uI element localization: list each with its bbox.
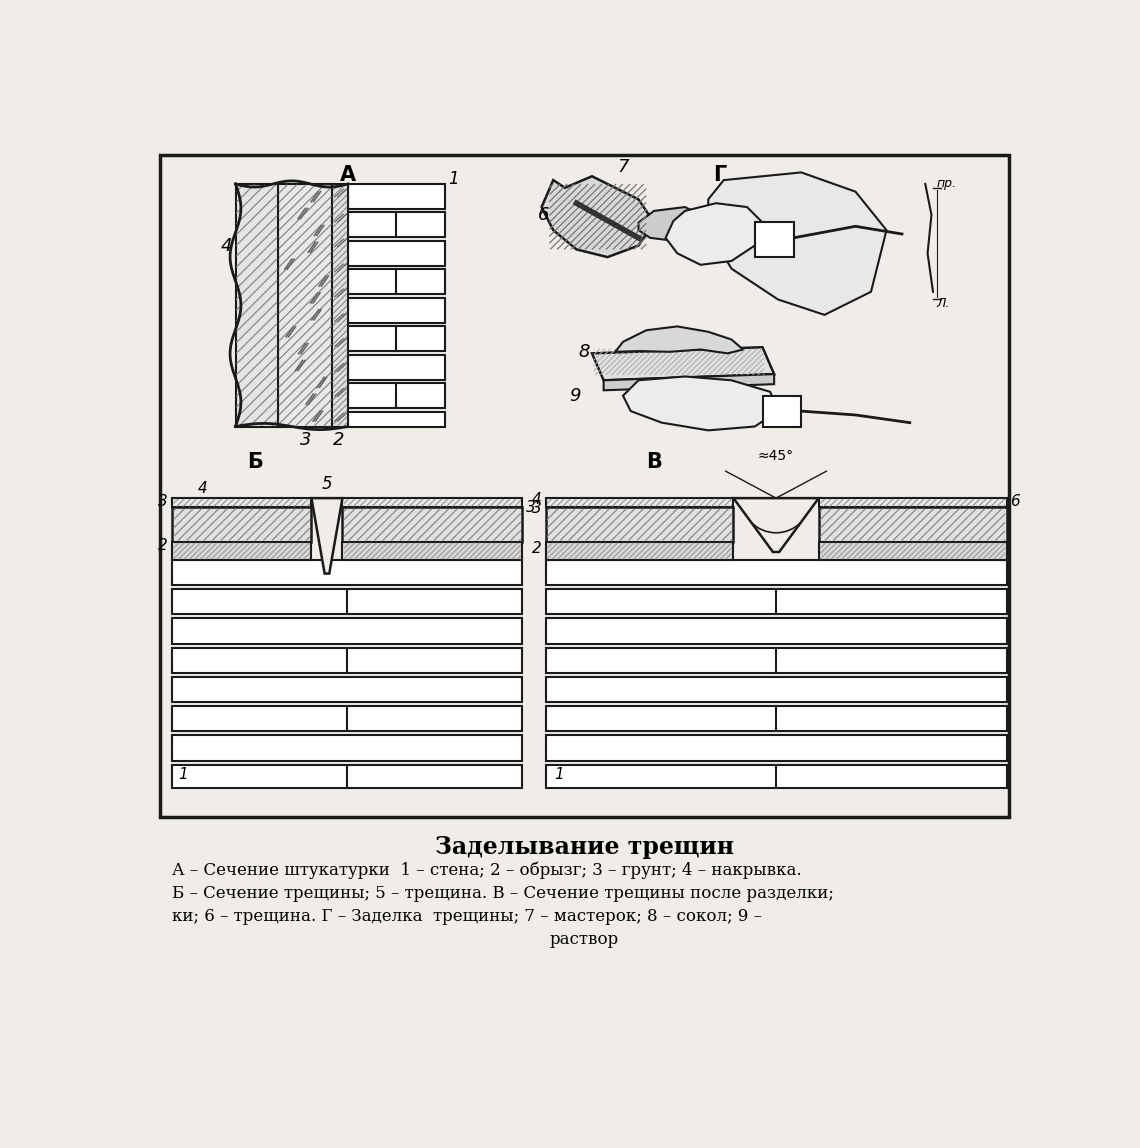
Text: раствор: раствор: [549, 931, 619, 948]
Text: 7: 7: [617, 158, 629, 176]
Bar: [172, 498, 311, 507]
Bar: [172, 706, 522, 731]
Text: 8: 8: [578, 343, 591, 360]
Text: Г: Г: [714, 164, 726, 185]
Bar: [546, 589, 1007, 614]
Bar: [236, 184, 278, 427]
Bar: [172, 560, 522, 585]
Polygon shape: [638, 207, 700, 242]
Text: ки; 6 – трещина. Г – Заделка  трещины; 7 – мастерок; 8 – сокол; 9 –: ки; 6 – трещина. Г – Заделка трещины; 7 …: [172, 908, 762, 925]
Bar: [546, 542, 733, 560]
Text: 9: 9: [569, 387, 580, 405]
Text: пр.: пр.: [937, 178, 956, 191]
Bar: [348, 270, 445, 294]
Bar: [348, 355, 445, 380]
Bar: [546, 677, 1007, 703]
Bar: [546, 619, 1007, 644]
Text: 5: 5: [321, 475, 332, 494]
Bar: [278, 184, 333, 427]
Text: 3: 3: [532, 502, 541, 517]
Polygon shape: [592, 347, 774, 380]
Bar: [819, 542, 1007, 560]
Polygon shape: [603, 374, 774, 390]
Text: Б – Сечение трещины; 5 – трещина. В – Сечение трещины после разделки;: Б – Сечение трещины; 5 – трещина. В – Се…: [172, 885, 833, 901]
Polygon shape: [542, 177, 654, 257]
Bar: [342, 507, 522, 542]
Text: В: В: [646, 452, 662, 472]
Bar: [546, 507, 733, 542]
Text: Заделывание трещин: Заделывание трещин: [434, 835, 734, 859]
Text: 4: 4: [220, 236, 231, 255]
Bar: [342, 542, 522, 560]
Bar: [546, 647, 1007, 673]
Text: 1: 1: [449, 170, 459, 188]
Text: 6: 6: [1010, 495, 1020, 510]
Bar: [160, 155, 1009, 817]
Text: 1: 1: [179, 767, 188, 782]
Text: 2: 2: [532, 541, 541, 556]
Bar: [348, 241, 445, 265]
Polygon shape: [733, 498, 819, 552]
Polygon shape: [622, 377, 777, 430]
Bar: [546, 560, 1007, 585]
Text: Б: Б: [247, 452, 263, 472]
Bar: [172, 507, 311, 542]
Bar: [348, 212, 445, 238]
Bar: [546, 498, 733, 507]
Bar: [546, 735, 1007, 761]
Text: 4: 4: [532, 492, 541, 507]
Bar: [333, 184, 348, 427]
Bar: [348, 383, 445, 408]
Text: 3: 3: [158, 494, 168, 509]
Text: 2: 2: [158, 538, 168, 553]
Bar: [546, 765, 1007, 789]
Text: А: А: [340, 164, 356, 185]
Bar: [172, 647, 522, 673]
Bar: [348, 298, 445, 323]
Text: 1: 1: [554, 767, 564, 782]
Text: А – Сечение штукатурки  1 – стена; 2 – обрызг; 3 – грунт; 4 – накрывка.: А – Сечение штукатурки 1 – стена; 2 – об…: [172, 861, 801, 879]
Bar: [348, 326, 445, 351]
Bar: [755, 223, 793, 257]
Bar: [172, 735, 522, 761]
Polygon shape: [666, 203, 763, 265]
Text: 4: 4: [198, 481, 207, 496]
Text: 3: 3: [527, 499, 536, 514]
Bar: [172, 765, 522, 789]
Bar: [172, 619, 522, 644]
Bar: [172, 542, 311, 560]
Bar: [819, 507, 1007, 542]
Polygon shape: [616, 326, 743, 354]
Bar: [172, 677, 522, 703]
Text: 3: 3: [300, 432, 311, 449]
Bar: [546, 706, 1007, 731]
Bar: [348, 412, 445, 427]
Text: 6: 6: [538, 205, 549, 224]
Bar: [763, 396, 801, 427]
Bar: [172, 589, 522, 614]
Polygon shape: [708, 172, 887, 315]
Bar: [342, 498, 522, 507]
Text: Л.: Л.: [937, 297, 951, 310]
Bar: [819, 498, 1007, 507]
Text: 2: 2: [333, 432, 344, 449]
Text: ≈45°: ≈45°: [758, 450, 795, 464]
Polygon shape: [311, 498, 342, 574]
Bar: [348, 184, 445, 209]
